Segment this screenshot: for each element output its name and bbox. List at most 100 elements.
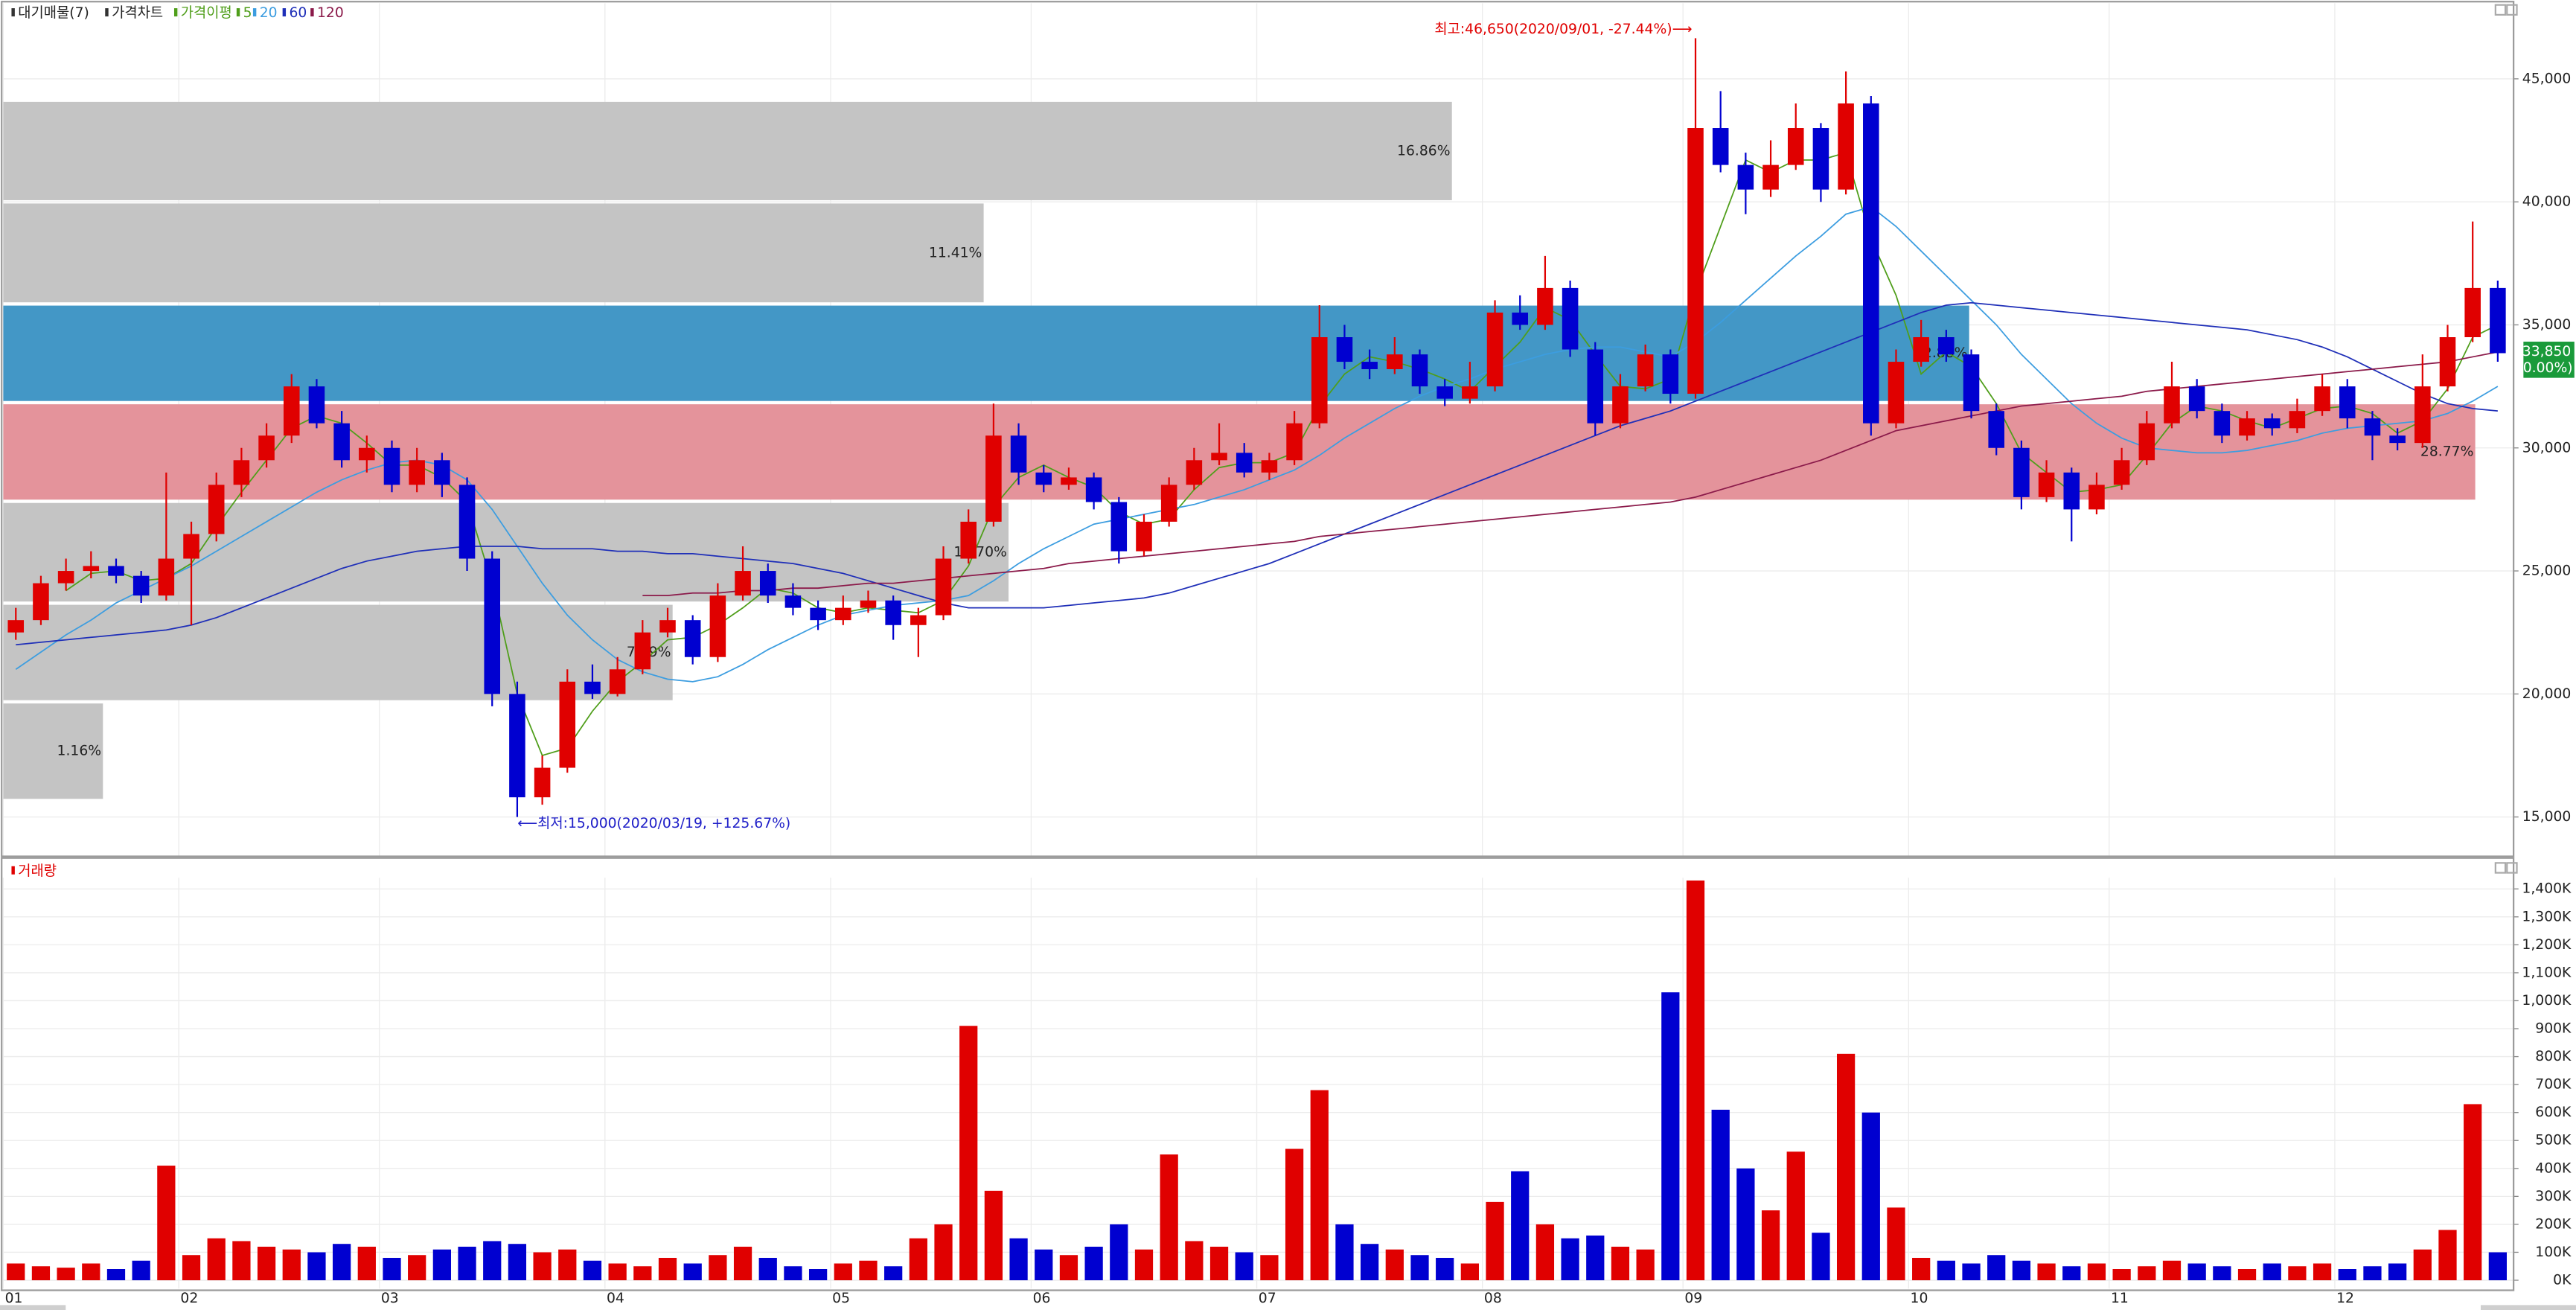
candle-body (1436, 386, 1453, 399)
candle-body (1988, 411, 2004, 448)
volume-bar (2187, 1263, 2206, 1281)
volume-bar (432, 1249, 451, 1281)
y-tick-label: 15,000 (2522, 809, 2572, 825)
candle-body (1913, 337, 1929, 362)
candle-body (509, 694, 525, 798)
volume-bar (909, 1238, 927, 1281)
last-price-change: (0.00%) (2517, 360, 2572, 376)
panel-button[interactable] (2506, 862, 2518, 874)
x-tick-label: 01 (5, 1291, 23, 1306)
volume-bar (2062, 1266, 2081, 1281)
volume-bar (2162, 1260, 2182, 1281)
volume-bar (1335, 1224, 1354, 1281)
y-tick-label: 30,000 (2522, 440, 2572, 456)
y-tick-label: 500K (2535, 1133, 2572, 1148)
profile-bar (3, 502, 1009, 602)
volume-bar (157, 1166, 176, 1281)
x-tick-label: 06 (1033, 1291, 1051, 1306)
volume-bar (132, 1260, 150, 1281)
candle-body (1963, 354, 1980, 412)
candle-body (1286, 423, 1303, 461)
legend-marker (11, 866, 15, 875)
volume-bar (1285, 1148, 1304, 1281)
candle-body (735, 571, 751, 596)
candle-body (634, 632, 651, 670)
candle-body (208, 485, 225, 534)
volume-bar (934, 1224, 953, 1281)
candle-body (1085, 477, 1102, 502)
candle-body (434, 460, 450, 485)
candle-body (2339, 386, 2356, 419)
volume-bar (1460, 1263, 1479, 1281)
ma-legend-item: 60 (289, 5, 307, 21)
candle-body (1612, 386, 1629, 424)
volume-bar (834, 1263, 852, 1281)
y-tick-label: 1,000K (2522, 993, 2572, 1009)
candle-body (534, 767, 551, 798)
volume-bar (257, 1246, 276, 1281)
candle-body (57, 571, 74, 584)
candle-body (2289, 411, 2306, 429)
candle-body (1361, 362, 1378, 369)
volume-bar (1410, 1255, 1429, 1281)
volume-bar (106, 1269, 126, 1281)
volume-bar (2288, 1266, 2307, 1281)
volume-bar (608, 1263, 627, 1281)
volume-bar (884, 1266, 903, 1281)
candle-body (1737, 164, 1754, 190)
ma-legend-label: 가격이평 (181, 4, 232, 21)
candle-body (1387, 354, 1403, 369)
panel-button[interactable] (2494, 862, 2507, 874)
x-tick-label: 12 (2336, 1291, 2354, 1306)
volume-bar (2413, 1249, 2432, 1281)
front-layer: 15,000 20,000 25,000 30,000 35,000 40,000 45,0… (5, 5, 2575, 1306)
volume-bar (808, 1269, 828, 1281)
volume-bar (1160, 1154, 1178, 1281)
volume-bar (558, 1249, 577, 1281)
candle-body (2490, 287, 2506, 354)
volume-bar (1661, 992, 1680, 1281)
volume-bar (1711, 1109, 1730, 1281)
volume-bar (1636, 1249, 1655, 1281)
ma-legend-item: 5 (243, 5, 252, 21)
candle-body (2439, 337, 2456, 387)
high-annotation: 최고:46,650(2020/09/01, -27.44%)⟶ (1434, 21, 1692, 37)
candle-body (1462, 386, 1478, 399)
volume-bar (1561, 1238, 1579, 1281)
profile-bar (3, 203, 984, 303)
x-tick-label: 07 (1259, 1291, 1276, 1306)
x-tick-label: 04 (607, 1291, 624, 1306)
panel-button[interactable] (2506, 4, 2518, 16)
candle-body (784, 595, 802, 608)
volume-bar (1385, 1249, 1404, 1281)
ma-legend-item: 120 (317, 5, 344, 21)
volume-bar (2464, 1104, 2482, 1281)
legend-marker (310, 8, 314, 17)
moving-average-line (15, 205, 2499, 683)
candle-body (409, 460, 425, 485)
volume-bar (2363, 1266, 2382, 1281)
volume-bar (2313, 1263, 2332, 1281)
candle-legend: 가격차트 (112, 4, 163, 21)
volume-bar (2037, 1263, 2056, 1281)
candle-body (835, 607, 851, 621)
volume-bar (1786, 1151, 1805, 1281)
candle-body (2164, 386, 2180, 424)
candle-body (1863, 103, 1879, 424)
volume-bar (1059, 1255, 1078, 1281)
scrollbar[interactable] (0, 1305, 66, 1310)
volume-bar (784, 1266, 802, 1281)
volume-panel-border (1, 857, 2515, 1291)
volume-bar (1235, 1252, 1253, 1281)
volume-bar (1912, 1257, 1931, 1281)
candle-body (935, 558, 952, 616)
volume-bar (7, 1263, 25, 1281)
candle-body (1411, 354, 1428, 387)
scrollbar[interactable] (2480, 1305, 2576, 1310)
volume-bar (483, 1241, 502, 1281)
candle-body (158, 558, 175, 596)
volume-bar (709, 1255, 727, 1281)
last-price-box (2523, 342, 2575, 378)
volume-bar (959, 1026, 978, 1281)
panel-button[interactable] (2494, 4, 2507, 16)
